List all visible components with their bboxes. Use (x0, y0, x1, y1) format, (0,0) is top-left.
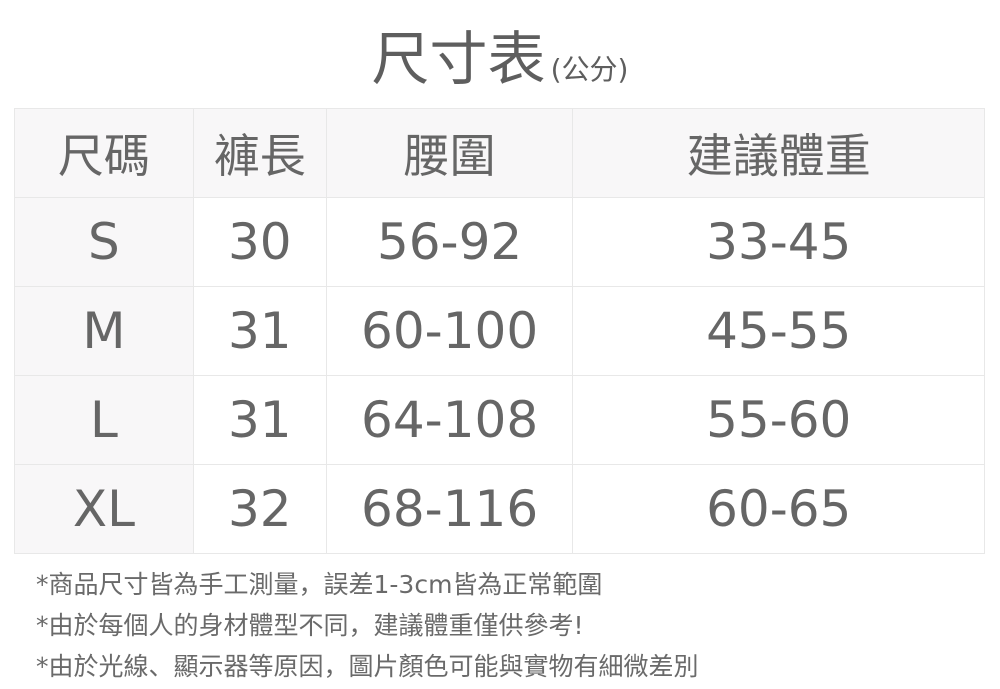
notes: *商品尺寸皆為手工測量，誤差1-3cm皆為正常範圍 *由於每個人的身材體型不同，… (36, 564, 699, 687)
cell-size: XL (14, 464, 194, 554)
cell-waist: 68-116 (325, 464, 574, 554)
table-row: S 30 56-92 33-45 (14, 197, 985, 287)
cell-size: S (14, 197, 194, 287)
title-unit: (公分) (550, 53, 629, 86)
chart-title: 尺寸表 (公分) (0, 12, 1000, 96)
header-length: 褲長 (192, 108, 327, 198)
table-row: M 31 60-100 45-55 (14, 286, 985, 376)
cell-length: 32 (192, 464, 327, 554)
cell-waist: 56-92 (325, 197, 574, 287)
note-line: *商品尺寸皆為手工測量，誤差1-3cm皆為正常範圍 (36, 570, 603, 599)
cell-weight: 55-60 (572, 375, 985, 465)
header-size: 尺碼 (14, 108, 194, 198)
cell-length: 30 (192, 197, 327, 287)
note-line: *由於每個人的身材體型不同，建議體重僅供參考! (36, 611, 584, 640)
cell-length: 31 (192, 375, 327, 465)
cell-length: 31 (192, 286, 327, 376)
table-row: L 31 64-108 55-60 (14, 375, 985, 465)
header-row: 尺碼 褲長 腰圍 建議體重 (14, 108, 985, 198)
header-waist: 腰圍 (325, 108, 574, 198)
header-weight: 建議體重 (572, 108, 985, 198)
note-line: *由於光線、顯示器等原因，圖片顏色可能與實物有細微差別 (36, 652, 699, 681)
cell-size: M (14, 286, 194, 376)
cell-weight: 45-55 (572, 286, 985, 376)
table-row: XL 32 68-116 60-65 (14, 464, 985, 554)
cell-size: L (14, 375, 194, 465)
cell-waist: 60-100 (325, 286, 574, 376)
cell-weight: 60-65 (572, 464, 985, 554)
cell-weight: 33-45 (572, 197, 985, 287)
cell-waist: 64-108 (325, 375, 574, 465)
size-table: 尺碼 褲長 腰圍 建議體重 S 30 56-92 33-45 M 31 60-1… (14, 108, 985, 554)
title-main: 尺寸表 (371, 25, 546, 93)
